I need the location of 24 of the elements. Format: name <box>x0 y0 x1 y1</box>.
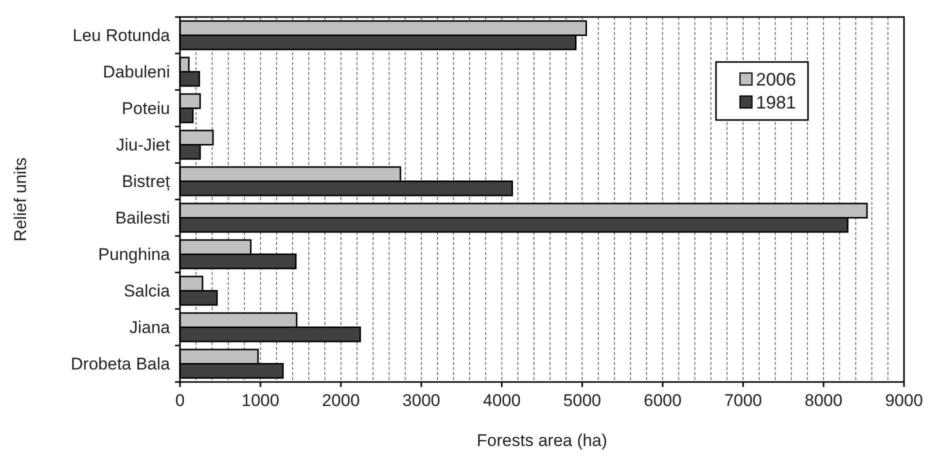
y-tick-label: Jiu-Jiet <box>116 136 170 155</box>
y-tick-label: Dabuleni <box>102 62 170 82</box>
y-tick-label: Bistreț <box>122 172 170 192</box>
y-tick-label: Bailesti <box>115 208 170 228</box>
legend-label: 1981 <box>756 92 796 112</box>
y-tick-label: Jiana <box>129 318 171 338</box>
y-tick-label: Poteiu <box>122 99 170 118</box>
x-tick-label: 3000 <box>402 391 440 410</box>
legend-label: 2006 <box>756 69 796 90</box>
y-axis-title: Relief units <box>11 157 30 242</box>
x-tick-label: 8000 <box>804 391 842 410</box>
x-tick-label: 1000 <box>242 391 280 410</box>
x-tick-label: 9000 <box>885 391 923 410</box>
x-tick-label: 0 <box>175 391 185 410</box>
y-tick-label: Drobeta Bala <box>70 354 171 374</box>
y-tick-label: Punghina <box>98 245 171 264</box>
x-tick-label: 2000 <box>322 391 360 410</box>
y-tick-label: Leu Rotunda <box>72 26 171 46</box>
x-tick-label: 6000 <box>644 391 682 410</box>
y-tick-label: Salcia <box>124 282 171 301</box>
x-tick-label: 7000 <box>724 391 762 410</box>
x-axis-title: Forests area (ha) <box>476 431 608 450</box>
x-tick-label: 4000 <box>482 391 521 410</box>
x-tick-label: 5000 <box>563 391 602 410</box>
